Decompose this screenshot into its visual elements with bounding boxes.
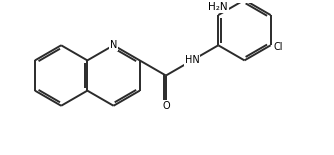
Text: O: O [162, 101, 170, 111]
Text: Cl: Cl [274, 42, 283, 52]
Text: H₂N: H₂N [208, 2, 228, 12]
Text: HN: HN [185, 55, 199, 65]
Text: N: N [110, 40, 117, 50]
